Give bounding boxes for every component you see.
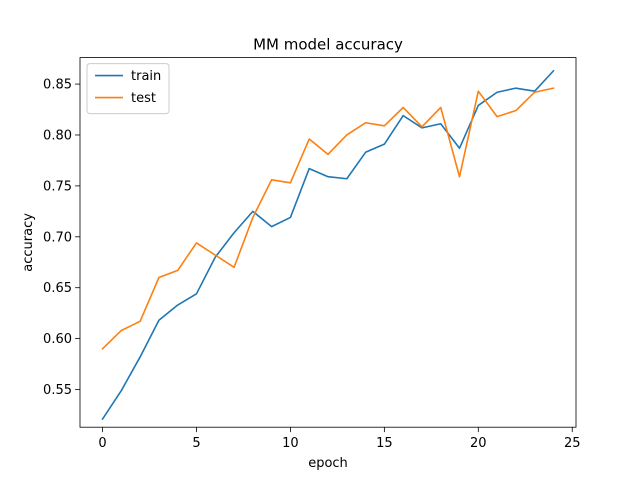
- chart-title: MM model accuracy: [253, 36, 403, 54]
- y-tick-label: 0.70: [43, 230, 72, 245]
- x-axis-label: epoch: [308, 456, 348, 471]
- plot-frame: [79, 57, 577, 428]
- y-tick-label: 0.75: [43, 179, 72, 194]
- y-tick-label: 0.65: [43, 281, 72, 296]
- x-tick-label: 10: [282, 436, 299, 451]
- legend: train test: [86, 63, 170, 115]
- y-axis-label: accuracy: [21, 213, 36, 272]
- x-tick-label: 25: [564, 436, 581, 451]
- y-tick-label: 0.80: [43, 128, 72, 143]
- plot-area: 0 5 10 15 20 25 0.55 0.60 0.65 0.70 0.75 0.80 0.85: [43, 57, 581, 451]
- x-tick-label: 20: [470, 436, 487, 451]
- series-line-train: [101, 69, 555, 421]
- series-line-test: [101, 87, 555, 350]
- legend-label-test: test: [131, 91, 156, 106]
- x-tick-label: 0: [98, 436, 106, 451]
- y-tick-label: 0.55: [43, 383, 72, 398]
- y-tick-label: 0.85: [43, 78, 72, 93]
- x-tick-label: 5: [192, 436, 200, 451]
- y-tick-label: 0.60: [43, 332, 72, 347]
- x-tick-label: 15: [376, 436, 393, 451]
- legend-label-train: train: [131, 69, 161, 84]
